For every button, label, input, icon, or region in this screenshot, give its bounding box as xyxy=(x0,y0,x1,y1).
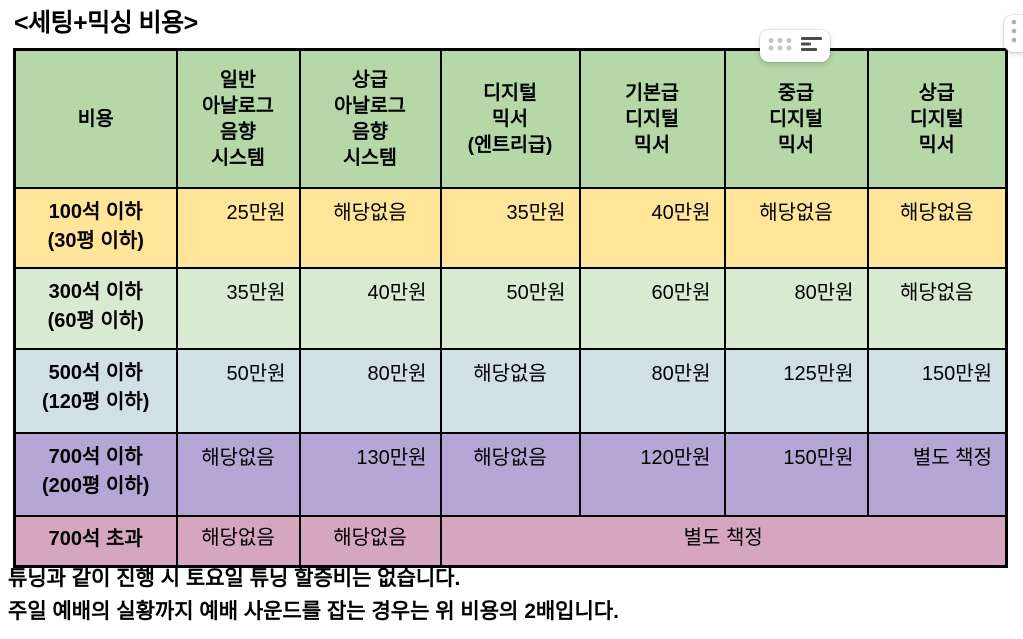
table-cell-merged[interactable]: 별도 책정 xyxy=(439,514,1008,568)
table-cell[interactable]: 해당없음 xyxy=(298,186,442,269)
table-row-700: 700석 이하 (200평 이하) 해당없음 130만원 해당없음 120만원 … xyxy=(13,431,1008,517)
col-header-digital-mid[interactable]: 중급 디지털 믹서 xyxy=(723,48,869,189)
table-cell[interactable]: 80만원 xyxy=(723,266,869,350)
col-header-general-analog[interactable]: 일반 아날로그 음향 시스템 xyxy=(175,48,301,189)
row-label[interactable]: 700석 초과 xyxy=(13,514,178,568)
table-toolbar xyxy=(760,30,830,62)
row-label[interactable]: 100석 이하 (30평 이하) xyxy=(13,186,178,269)
kebab-icon xyxy=(1011,19,1017,48)
row-label[interactable]: 500석 이하 (120평 이하) xyxy=(13,347,178,434)
table-cell[interactable]: 별도 책정 xyxy=(866,431,1008,517)
table-cell[interactable]: 해당없음 xyxy=(723,186,869,269)
pricing-table: 비용 일반 아날로그 음향 시스템 상급 아날로그 음향 시스템 디지털 믹서 … xyxy=(13,48,1008,568)
table-cell[interactable]: 120만원 xyxy=(578,431,726,517)
col-header-digital-entry[interactable]: 디지털 믹서 (엔트리급) xyxy=(439,48,581,189)
table-cell[interactable]: 40만원 xyxy=(298,266,442,350)
page-title: <세팅+믹싱 비용> xyxy=(14,9,198,37)
table-cell[interactable]: 35만원 xyxy=(439,186,581,269)
header-row: 비용 일반 아날로그 음향 시스템 상급 아날로그 음향 시스템 디지털 믹서 … xyxy=(13,48,1008,189)
table-cell[interactable]: 80만원 xyxy=(298,347,442,434)
table-cell[interactable]: 해당없음 xyxy=(175,514,301,568)
table-cell[interactable]: 해당없음 xyxy=(298,514,442,568)
footnote-line: 주일 예배의 실황까지 예배 사운드를 잡는 경우는 위 비용의 2배입니다. xyxy=(8,600,619,623)
table-row-300: 300석 이하 (60평 이하) 35만원 40만원 50만원 60만원 80만… xyxy=(13,266,1008,350)
table-cell[interactable]: 125만원 xyxy=(723,347,869,434)
footnote-line: 튜닝과 같이 진행 시 토요일 튜닝 할증비는 없습니다. xyxy=(8,567,461,590)
table-cell[interactable]: 해당없음 xyxy=(866,266,1008,350)
table-cell[interactable]: 해당없음 xyxy=(439,347,581,434)
table-cell[interactable]: 해당없음 xyxy=(439,431,581,517)
table-cell[interactable]: 해당없음 xyxy=(866,186,1008,269)
col-header-digital-basic[interactable]: 기본급 디지털 믹서 xyxy=(578,48,726,189)
col-header-premium-analog[interactable]: 상급 아날로그 음향 시스템 xyxy=(298,48,442,189)
table-cell[interactable]: 해당없음 xyxy=(175,431,301,517)
col-header-digital-high[interactable]: 상급 디지털 믹서 xyxy=(866,48,1008,189)
drag-handle-icon[interactable] xyxy=(767,36,794,57)
table-row-500: 500석 이하 (120평 이하) 50만원 80만원 해당없음 80만원 12… xyxy=(13,347,1008,434)
table-cell[interactable]: 150만원 xyxy=(723,431,869,517)
row-label[interactable]: 300석 이하 (60평 이하) xyxy=(13,266,178,350)
table-cell[interactable]: 50만원 xyxy=(439,266,581,350)
row-label[interactable]: 700석 이하 (200평 이하) xyxy=(13,431,178,517)
table-cell[interactable]: 40만원 xyxy=(578,186,726,269)
table-cell[interactable]: 50만원 xyxy=(175,347,301,434)
align-left-icon[interactable] xyxy=(801,36,823,57)
table-row-100: 100석 이하 (30평 이하) 25만원 해당없음 35만원 40만원 해당없… xyxy=(13,186,1008,269)
table-cell[interactable]: 130만원 xyxy=(298,431,442,517)
footnotes: 튜닝과 같이 진행 시 토요일 튜닝 할증비는 없습니다. 주일 예배의 실황까… xyxy=(8,562,619,628)
table-cell[interactable]: 35만원 xyxy=(175,266,301,350)
table-cell[interactable]: 25만원 xyxy=(175,186,301,269)
table-cell[interactable]: 80만원 xyxy=(578,347,726,434)
col-header-cost[interactable]: 비용 xyxy=(13,48,178,189)
table-row-over-700: 700석 초과 해당없음 해당없음 별도 책정 xyxy=(13,514,1008,568)
more-menu-button[interactable] xyxy=(1004,15,1023,52)
table-cell[interactable]: 60만원 xyxy=(578,266,726,350)
table-cell[interactable]: 150만원 xyxy=(866,347,1008,434)
